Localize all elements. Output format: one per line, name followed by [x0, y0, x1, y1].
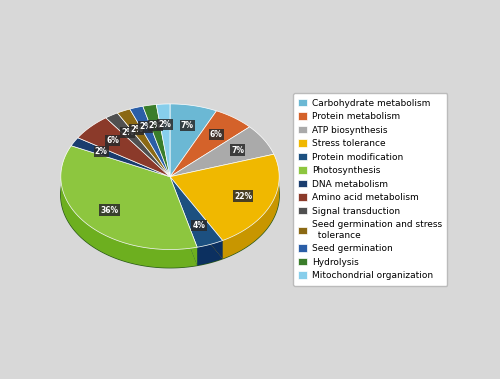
Polygon shape — [61, 122, 279, 268]
Polygon shape — [71, 138, 170, 177]
Polygon shape — [61, 146, 197, 249]
Polygon shape — [130, 106, 170, 177]
Text: 6%: 6% — [210, 130, 222, 139]
Polygon shape — [170, 104, 216, 177]
Polygon shape — [170, 177, 222, 259]
Polygon shape — [106, 113, 170, 177]
Text: 2%: 2% — [158, 120, 172, 129]
Polygon shape — [170, 177, 197, 265]
Polygon shape — [170, 177, 197, 265]
Text: 2%: 2% — [149, 121, 162, 130]
Polygon shape — [61, 174, 197, 268]
Text: 2%: 2% — [140, 122, 152, 132]
Legend: Carbohydrate metabolism, Protein metabolism, ATP biosynthesis, Stress tolerance,: Carbohydrate metabolism, Protein metabol… — [293, 93, 448, 286]
Text: 2%: 2% — [130, 125, 143, 134]
Polygon shape — [170, 177, 222, 259]
Text: 36%: 36% — [100, 206, 118, 215]
Text: 7%: 7% — [180, 121, 194, 130]
Polygon shape — [156, 104, 170, 177]
Polygon shape — [170, 127, 274, 177]
Text: 22%: 22% — [234, 191, 252, 200]
Polygon shape — [170, 154, 279, 241]
Text: 6%: 6% — [106, 136, 119, 145]
Polygon shape — [118, 109, 170, 177]
Polygon shape — [197, 241, 222, 265]
Polygon shape — [222, 175, 279, 259]
Polygon shape — [170, 177, 222, 247]
Polygon shape — [143, 105, 170, 177]
Text: 2%: 2% — [122, 128, 134, 137]
Polygon shape — [170, 111, 250, 177]
Polygon shape — [78, 118, 170, 177]
Text: 2%: 2% — [94, 147, 108, 156]
Text: 4%: 4% — [192, 221, 205, 230]
Text: 7%: 7% — [231, 146, 244, 155]
